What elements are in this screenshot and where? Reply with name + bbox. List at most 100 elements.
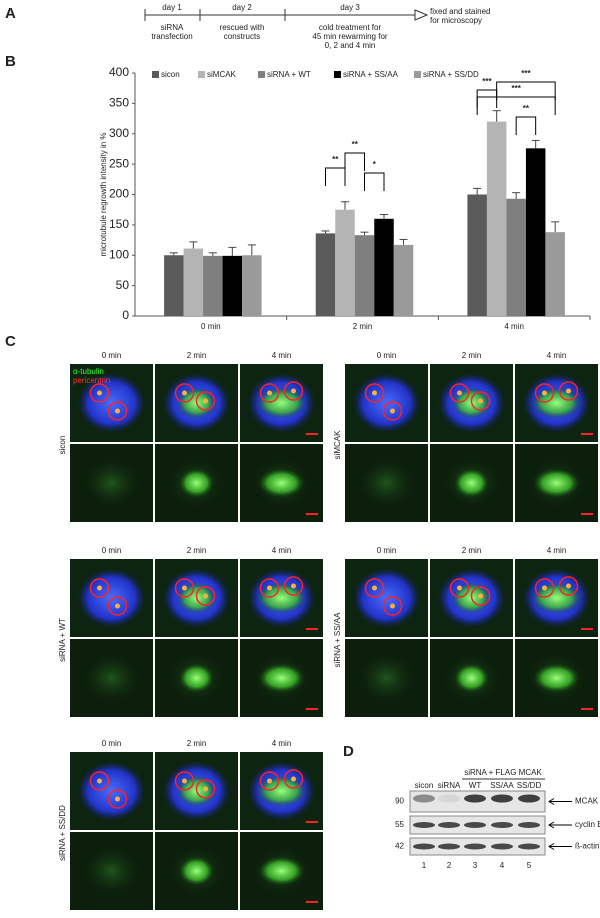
centrosome [478,593,483,599]
spindle [530,582,583,614]
spindle [178,856,215,886]
timepoint-label: 4 min [547,351,567,360]
legend-label: sicon [161,70,180,79]
y-tick-label: 150 [109,217,129,231]
nucleus [77,568,146,628]
timeline-text: 45 min rewarming for [312,32,387,41]
centrosome [97,778,102,784]
blot-band [464,794,486,803]
timeline-day: day 1 [162,3,182,12]
x-tick-label: 2 min [353,322,373,331]
timeline-text: transfection [151,32,192,41]
x-tick-label: 0 min [201,322,221,331]
circle-marker [107,596,128,616]
blot-band [518,794,540,803]
circle-marker [283,769,304,789]
timepoint-label: 4 min [272,739,292,748]
blot-band [518,822,540,828]
circle-marker [195,391,216,411]
blot-band [518,843,540,850]
blot-band [464,843,486,850]
timepoint-label: 2 min [462,351,482,360]
circle-marker [107,401,128,421]
blot-group: siRNA + FLAG MCAK [464,768,542,777]
bar [242,255,262,316]
legend-label: siMCAK [207,70,237,79]
centrosome [390,408,395,414]
timepoint-label: 0 min [102,546,122,555]
marker-label: 90 [395,797,404,806]
band-arrow [548,821,572,829]
lane-number: 4 [500,861,505,870]
blot-band [464,822,486,828]
legend-swatch [258,71,265,78]
circle-marker [534,578,555,598]
circle-marker [382,401,403,421]
legend-label: siRNA + WT [267,70,311,79]
circle-marker [89,383,110,403]
timeline-text: cold treatment for [319,23,382,32]
spindle [255,582,308,614]
spindle [532,663,581,693]
centrosome [182,585,187,591]
sig-label: *** [511,84,521,93]
blot-band [491,822,513,828]
spindle [257,468,306,498]
circle-marker [89,771,110,791]
lane-label: WT [469,781,482,790]
lane-number: 2 [447,861,452,870]
spindle [257,856,306,886]
circle-marker [174,578,195,598]
legend-swatch [414,71,421,78]
bar [354,235,375,316]
timepoint-label: 4 min [272,351,292,360]
sig-label: * [373,160,377,169]
spindle [178,663,215,693]
stain-label: α-tubulin [73,367,104,376]
centrosome [115,408,120,414]
lane-label: SS/AA [490,781,514,790]
centrosome [372,585,377,591]
spindle [530,387,583,419]
tubulin [79,650,144,706]
legend-label: siRNA + SS/DD [423,70,479,79]
bar [486,121,507,316]
legend-swatch [334,71,341,78]
centrosome [372,390,377,396]
timepoint-label: 0 min [377,351,397,360]
circle-marker [364,578,385,598]
centrosome [267,585,272,591]
centrosome [478,398,483,404]
marker-label: 55 [395,820,404,829]
bar [335,209,355,316]
bar [506,198,526,316]
condition-label: siRNA + WT [58,618,67,662]
circle-marker [558,576,579,596]
circle-marker [195,586,216,606]
condition-label: siRNA + SS/AA [333,612,342,668]
timepoint-label: 2 min [462,546,482,555]
sig-bracket [344,152,365,171]
timeline-day: day 3 [340,3,360,12]
centrosome [182,778,187,784]
timeline-end: fixed and stained [430,7,491,16]
condition-label: siRNA + SS/DD [58,805,67,861]
y-tick-label: 0 [122,308,129,322]
legend-swatch [198,71,205,78]
nucleus [352,373,421,433]
circle-marker [195,779,216,799]
stain-label: pericentrin [73,376,110,385]
centrosome [457,390,462,396]
circle-marker [364,383,385,403]
centrosome [267,390,272,396]
tubulin [79,455,144,511]
circle-marker [259,771,280,791]
centrosome [457,585,462,591]
lane-number: 3 [473,861,478,870]
centrosome [291,776,296,782]
circle-marker [283,576,304,596]
condition-label: sicon [58,436,67,455]
bar [222,255,243,316]
sig-bracket [476,96,556,115]
spindle [255,387,308,419]
